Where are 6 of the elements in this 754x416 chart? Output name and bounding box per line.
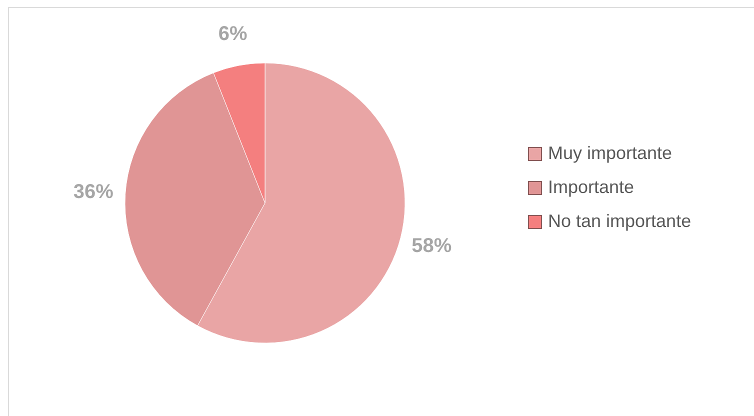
legend-label: Muy importante: [548, 143, 672, 163]
data-label: 6%: [218, 23, 248, 46]
legend-label: No tan importante: [548, 211, 692, 231]
data-label: 58%: [412, 234, 452, 257]
data-label: 36%: [73, 181, 114, 204]
legend-label: Importante: [548, 177, 634, 197]
